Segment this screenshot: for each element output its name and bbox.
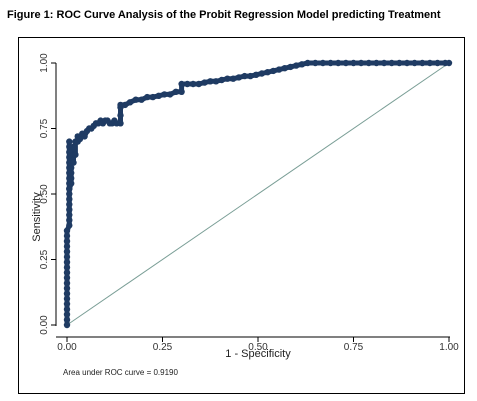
roc-point [411,60,417,66]
x-tick-label: 1.00 [439,342,459,353]
roc-point [389,60,395,66]
roc-point [184,81,190,87]
roc-point [247,73,253,79]
roc-point [117,120,123,126]
roc-point [66,138,72,144]
roc-point [178,89,184,95]
x-tick-label: 0.75 [344,342,364,353]
roc-point [138,97,144,103]
roc-point [305,60,311,66]
roc-point [213,78,219,84]
roc-point [230,76,236,82]
y-tick-label: 0.25 [39,249,50,269]
roc-point [241,73,247,79]
roc-point [190,81,196,87]
roc-point [404,60,410,66]
roc-point [127,99,133,105]
roc-point [446,60,452,66]
roc-point [366,60,372,66]
roc-point [343,60,349,66]
roc-point [133,97,139,103]
roc-point [207,78,213,84]
roc-point [161,91,167,97]
roc-point [276,66,282,72]
roc-point [427,60,433,66]
roc-point [178,81,184,87]
roc-point [236,74,242,80]
roc-point [264,69,270,75]
roc-point [434,60,440,66]
y-tick-label: 0.75 [39,118,50,138]
roc-point [327,60,333,66]
roc-point [196,81,202,87]
roc-point [293,62,299,68]
roc-point [299,61,305,67]
roc-point [201,79,207,85]
roc-point [350,60,356,66]
roc-point [320,60,326,66]
roc-point [253,72,259,78]
roc-point [312,60,318,66]
roc-point [270,68,276,74]
roc-point [282,65,288,71]
roc-point [381,60,387,66]
auc-annotation: Area under ROC curve = 0.9190 [63,368,179,377]
y-axis-title: Sensitivity [31,192,43,242]
roc-point [117,112,123,118]
x-tick-label: 0.00 [57,342,77,353]
roc-point [419,60,425,66]
roc-point [396,60,402,66]
roc-point [259,70,265,76]
roc-point [173,89,179,95]
x-axis-title: 1 - Specificity [225,348,291,360]
roc-point [358,60,364,66]
roc-point [144,94,150,100]
roc-point [335,60,341,66]
x-tick-label: 0.25 [153,342,173,353]
roc-point [219,77,225,83]
axes: 0.00 0.25 0.50 0.75 1.00 0.00 0.25 0.50 0.75 1.00 [39,53,459,353]
roc-point [224,76,230,82]
roc-point [167,91,173,97]
y-tick-label: 0.00 [39,315,50,335]
roc-point [150,94,156,100]
roc-point [72,152,78,158]
roc-point [373,60,379,66]
y-tick-label: 1.00 [39,53,50,73]
roc-point [70,159,76,165]
roc-point [156,93,162,99]
roc-point [287,64,293,70]
